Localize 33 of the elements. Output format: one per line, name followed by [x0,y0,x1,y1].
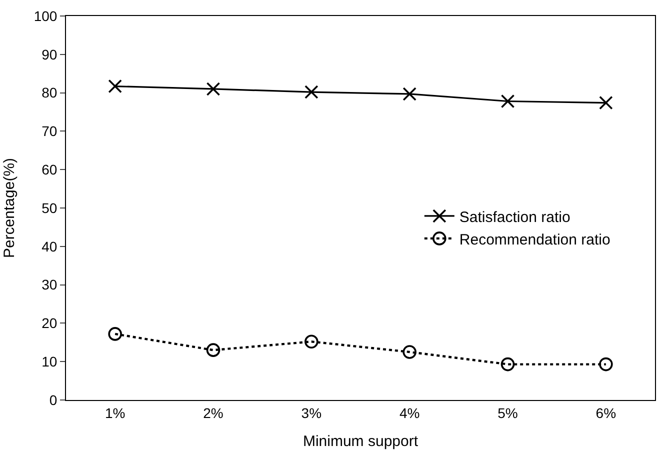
legend-label: Satisfaction ratio [459,208,570,226]
y-tick-label: 100 [34,8,58,24]
point [599,357,613,372]
y-tick-label: 50 [42,200,58,216]
x-tick-label: 4% [399,404,420,421]
point [206,82,220,96]
y-tick-label: 30 [42,276,58,293]
y-tick-label: 90 [42,46,58,62]
y-tick-label: 70 [42,123,58,140]
y-tick-label: 40 [42,238,58,254]
x-tick-label: 3% [301,404,322,421]
point [402,345,416,359]
y-axis-title: Percentage(%) [1,158,18,258]
x-tick-label: 1% [104,404,126,421]
point [206,343,220,357]
point [500,357,515,372]
x-tick-label: 6% [596,404,616,421]
y-tick-label: 0 [49,392,58,408]
x-tick-label: 5% [498,404,518,421]
y-tick-label: 80 [42,84,58,101]
point [108,327,122,341]
x-axis-title: Minimum support [302,432,419,450]
legend-label: Recommendation ratio [459,231,610,248]
point [304,85,318,99]
point [599,96,613,110]
x-tick-label: 2% [203,404,224,421]
point [500,94,515,108]
y-tick-label: 20 [42,315,58,332]
point [108,79,122,94]
y-tick-label: 10 [42,354,58,370]
y-tick-label: 60 [42,162,58,178]
point [402,87,416,101]
point [304,334,318,349]
